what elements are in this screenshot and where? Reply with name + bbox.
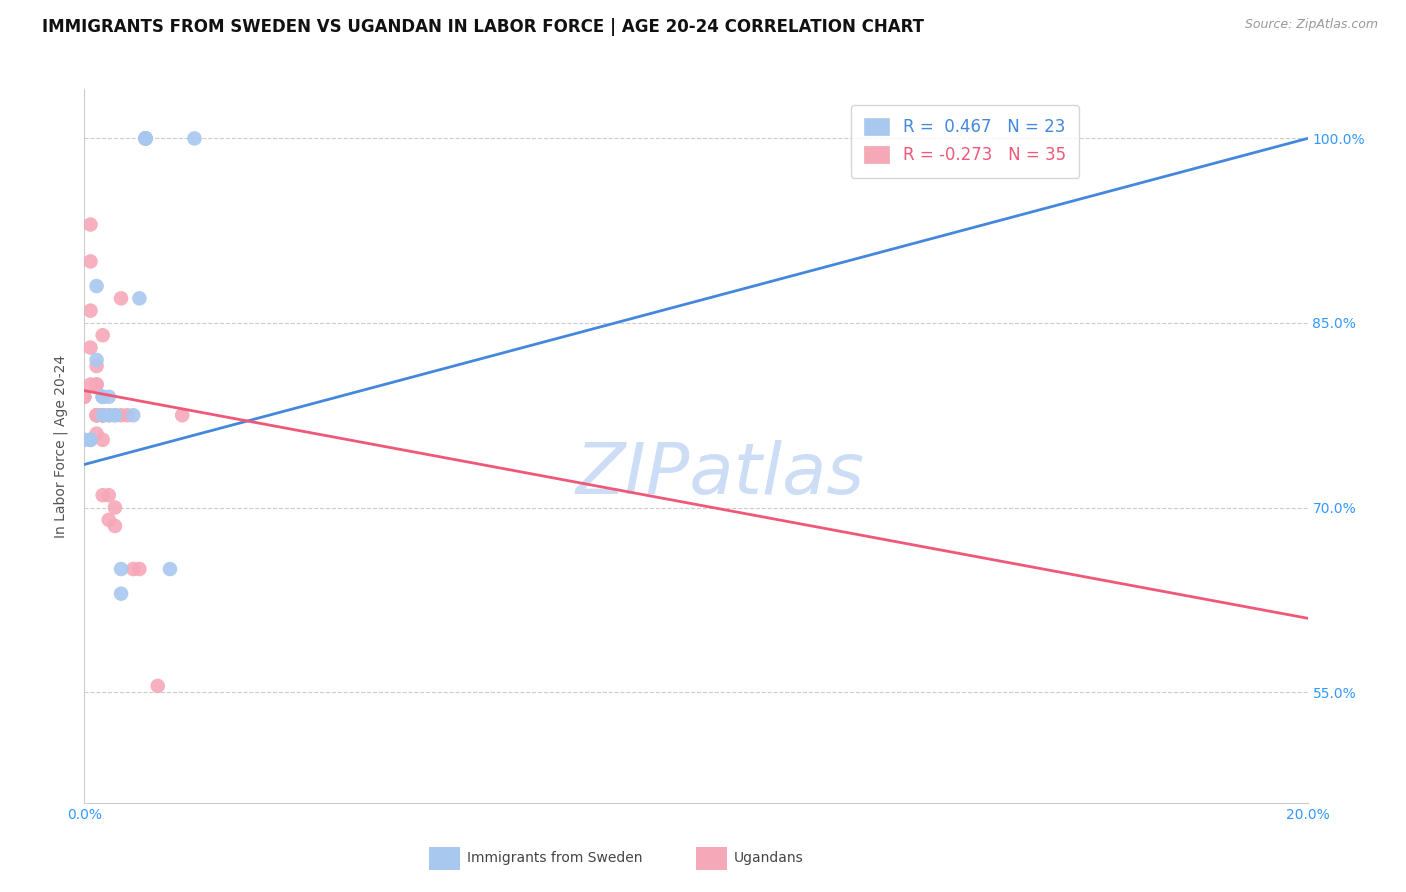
Point <box>86 359 108 373</box>
Point <box>79 433 101 447</box>
Point <box>135 131 157 145</box>
Point <box>97 513 120 527</box>
Point <box>122 409 145 423</box>
Point <box>79 303 101 318</box>
Point <box>104 519 127 533</box>
Point <box>122 562 145 576</box>
Point <box>79 433 101 447</box>
Text: ZIPatlas: ZIPatlas <box>576 440 865 509</box>
Point <box>91 409 114 423</box>
Point <box>159 562 181 576</box>
Point <box>97 409 120 423</box>
Point <box>73 433 96 447</box>
Point <box>128 562 150 576</box>
Y-axis label: In Labor Force | Age 20-24: In Labor Force | Age 20-24 <box>53 354 69 538</box>
Point <box>86 426 108 441</box>
Point <box>104 409 127 423</box>
Text: IMMIGRANTS FROM SWEDEN VS UGANDAN IN LABOR FORCE | AGE 20-24 CORRELATION CHART: IMMIGRANTS FROM SWEDEN VS UGANDAN IN LAB… <box>42 18 924 36</box>
Point <box>86 409 108 423</box>
Point <box>135 131 157 145</box>
Point <box>135 131 157 145</box>
Legend: R =  0.467   N = 23, R = -0.273   N = 35: R = 0.467 N = 23, R = -0.273 N = 35 <box>851 104 1078 178</box>
Point <box>91 328 114 343</box>
Point <box>97 409 120 423</box>
Point <box>104 409 127 423</box>
Point <box>91 409 114 423</box>
Point <box>86 377 108 392</box>
Point <box>135 131 157 145</box>
Point <box>146 679 169 693</box>
Point <box>110 409 132 423</box>
Point <box>110 562 132 576</box>
Point <box>86 377 108 392</box>
Point <box>97 390 120 404</box>
Point <box>79 254 101 268</box>
Point <box>110 587 132 601</box>
Point <box>91 409 114 423</box>
Point <box>128 291 150 305</box>
Text: Source: ZipAtlas.com: Source: ZipAtlas.com <box>1244 18 1378 31</box>
Point <box>97 488 120 502</box>
Point <box>91 390 114 404</box>
Point <box>115 409 138 423</box>
Point <box>172 409 194 423</box>
Text: Immigrants from Sweden: Immigrants from Sweden <box>467 851 643 865</box>
Point <box>73 390 96 404</box>
Text: Ugandans: Ugandans <box>734 851 804 865</box>
Point <box>91 488 114 502</box>
Point <box>110 291 132 305</box>
Point <box>91 390 114 404</box>
Point <box>135 131 157 145</box>
Point <box>86 409 108 423</box>
Point <box>104 500 127 515</box>
Point <box>135 131 157 145</box>
Point <box>86 352 108 367</box>
Point <box>91 433 114 447</box>
Point <box>86 409 108 423</box>
Point <box>79 341 101 355</box>
Point <box>91 390 114 404</box>
Point <box>86 279 108 293</box>
Point <box>183 131 205 145</box>
Point <box>91 409 114 423</box>
Point <box>79 377 101 392</box>
Point <box>73 390 96 404</box>
Point <box>79 218 101 232</box>
